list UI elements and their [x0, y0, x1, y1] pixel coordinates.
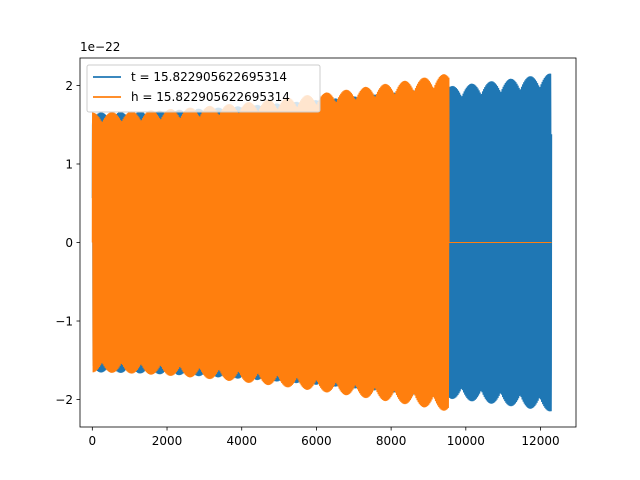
y-tick-label: 0 [65, 236, 73, 250]
y-offset-label: 1e−22 [80, 40, 120, 54]
legend: t = 15.822905622695314 h = 15.8229056226… [86, 64, 321, 113]
y-axis: −2 −1 0 1 2 [55, 79, 80, 407]
series-line-1 [91, 74, 553, 411]
legend-label-t: t = 15.822905622695314 [131, 70, 287, 84]
y-tick-label: −2 [55, 393, 73, 407]
y-tick-label: 2 [65, 79, 73, 93]
x-axis: 0 2000 4000 6000 8000 10000 12000 [89, 427, 560, 448]
x-tick-label: 12000 [521, 434, 559, 448]
x-tick-label: 2000 [152, 434, 183, 448]
y-tick-label: −1 [55, 315, 73, 329]
legend-label-h: h = 15.822905622695314 [131, 90, 290, 104]
x-tick-label: 0 [89, 434, 97, 448]
x-tick-label: 6000 [301, 434, 332, 448]
x-tick-label: 8000 [376, 434, 407, 448]
x-tick-label: 10000 [447, 434, 485, 448]
series-layer [91, 73, 553, 412]
y-tick-label: 1 [65, 157, 73, 171]
x-tick-label: 4000 [226, 434, 257, 448]
legend-frame [86, 64, 321, 113]
